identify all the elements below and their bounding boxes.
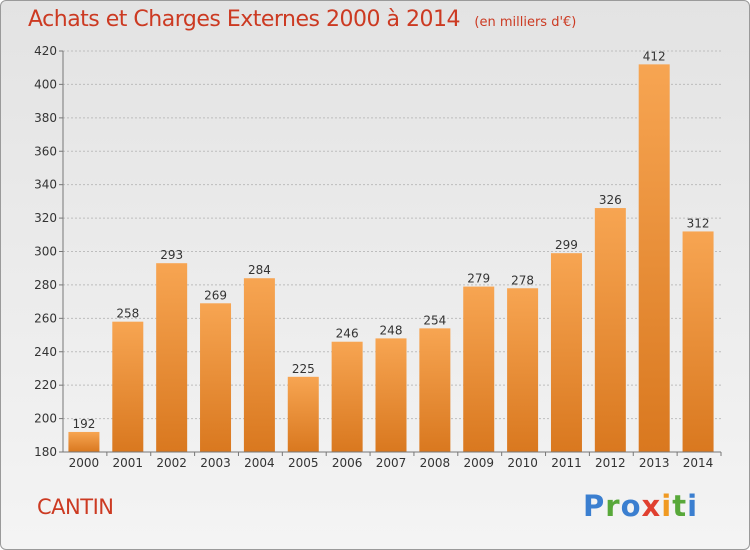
x-tick-label-2004: 2004 bbox=[244, 456, 275, 470]
bar-2009 bbox=[463, 286, 495, 452]
x-tick-label-2003: 2003 bbox=[200, 456, 231, 470]
bar-2004 bbox=[243, 278, 275, 452]
y-tick-label: 320 bbox=[34, 211, 57, 225]
value-label-2013: 412 bbox=[643, 49, 666, 63]
value-label-2009: 279 bbox=[467, 272, 490, 286]
value-label-2012: 326 bbox=[599, 193, 622, 207]
x-tick-label-2007: 2007 bbox=[376, 456, 407, 470]
chart-unit: (en milliers d'€) bbox=[474, 15, 577, 30]
y-tick-label: 280 bbox=[34, 278, 57, 292]
bar-2002 bbox=[156, 263, 188, 452]
x-tick-label-2001: 2001 bbox=[113, 456, 144, 470]
y-tick-label: 360 bbox=[34, 144, 57, 158]
x-tick-label-2006: 2006 bbox=[332, 456, 363, 470]
value-label-2004: 284 bbox=[248, 263, 271, 277]
value-label-2003: 269 bbox=[204, 288, 227, 302]
proxiti-logo[interactable]: Proxiti bbox=[583, 489, 699, 523]
value-label-2011: 299 bbox=[555, 238, 578, 252]
y-tick-label: 380 bbox=[34, 111, 57, 125]
x-tick-label-2005: 2005 bbox=[288, 456, 319, 470]
value-label-2014: 312 bbox=[687, 216, 710, 230]
y-tick-label: 220 bbox=[34, 378, 57, 392]
label-layer: 180 200 220 240 260 280 300 320 340 360 380 400 420 1… bbox=[34, 44, 713, 470]
y-tick-label: 180 bbox=[34, 445, 57, 459]
bar-2003 bbox=[200, 303, 232, 452]
bar-2010 bbox=[507, 288, 539, 452]
bar-2011 bbox=[550, 253, 582, 452]
bar-2007 bbox=[375, 338, 407, 452]
y-tick-label: 420 bbox=[34, 44, 57, 58]
x-tick-label-2008: 2008 bbox=[420, 456, 451, 470]
x-tick-label-2009: 2009 bbox=[463, 456, 494, 470]
y-tick-label: 200 bbox=[34, 412, 57, 426]
value-label-2008: 254 bbox=[423, 313, 446, 327]
bar-2013 bbox=[638, 64, 670, 452]
y-tick-label: 300 bbox=[34, 245, 57, 259]
bar-2012 bbox=[594, 208, 626, 452]
value-label-2010: 278 bbox=[511, 273, 534, 287]
title-line: Achats et Charges Externes 2000 à 2014 (… bbox=[28, 7, 576, 32]
bar-layer bbox=[68, 64, 714, 452]
value-label-2002: 293 bbox=[160, 248, 183, 262]
x-tick-label-2002: 2002 bbox=[156, 456, 187, 470]
bar-2001 bbox=[112, 321, 144, 452]
value-label-2007: 248 bbox=[380, 323, 403, 337]
commune-name: CANTIN bbox=[37, 495, 114, 519]
value-label-2001: 258 bbox=[116, 307, 139, 321]
value-label-2006: 246 bbox=[336, 327, 359, 341]
x-tick-label-2010: 2010 bbox=[507, 456, 538, 470]
chart-title: Achats et Charges Externes 2000 à 2014 bbox=[28, 7, 460, 32]
x-tick-label-2014: 2014 bbox=[683, 456, 714, 470]
bar-2008 bbox=[419, 328, 451, 452]
bar-2014 bbox=[682, 231, 714, 452]
bar-2000 bbox=[68, 431, 100, 452]
value-label-2000: 192 bbox=[72, 417, 95, 431]
x-tick-label-2013: 2013 bbox=[639, 456, 670, 470]
y-tick-label: 260 bbox=[34, 311, 57, 325]
bar-2006 bbox=[331, 341, 363, 452]
x-tick-label-2011: 2011 bbox=[551, 456, 582, 470]
bar-2005 bbox=[287, 376, 319, 452]
x-tick-label-2000: 2000 bbox=[69, 456, 100, 470]
y-tick-label: 340 bbox=[34, 178, 57, 192]
axis-layer bbox=[59, 50, 722, 456]
value-label-2005: 225 bbox=[292, 362, 315, 376]
y-tick-label: 400 bbox=[34, 77, 57, 91]
x-tick-label-2012: 2012 bbox=[595, 456, 626, 470]
y-tick-label: 240 bbox=[34, 345, 57, 359]
